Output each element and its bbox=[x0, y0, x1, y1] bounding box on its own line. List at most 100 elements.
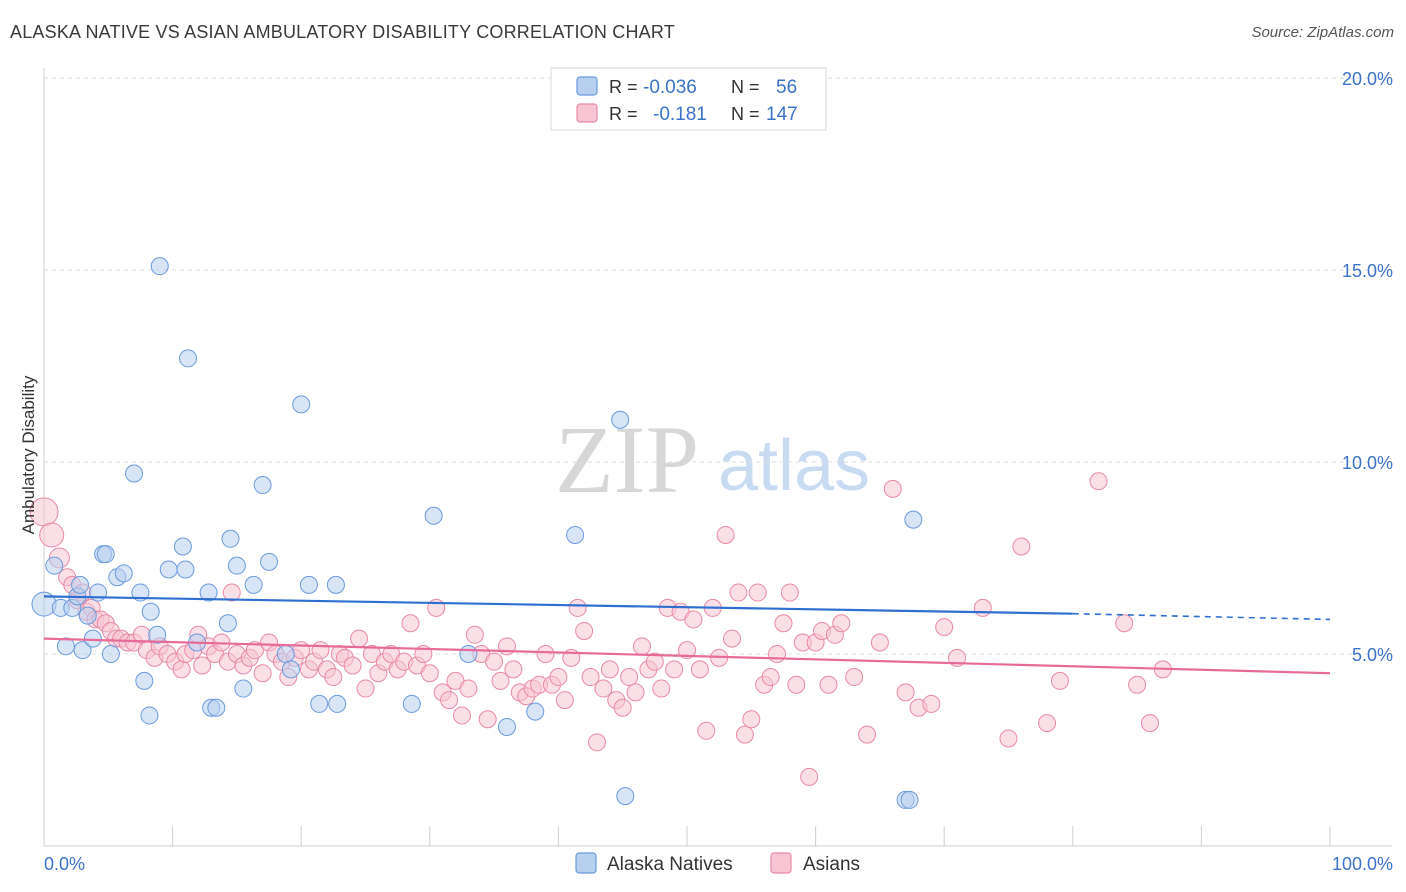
alaska-point bbox=[253, 476, 272, 495]
asian-point bbox=[632, 637, 651, 656]
alaska-point bbox=[159, 560, 178, 579]
asian-point bbox=[39, 522, 65, 548]
legend-n-label-1: N = bbox=[731, 77, 760, 97]
alaska-point bbox=[244, 575, 263, 594]
asian-point bbox=[716, 525, 735, 544]
alaska-point bbox=[114, 564, 133, 583]
alaska-point bbox=[221, 529, 240, 548]
alaska-point bbox=[73, 641, 92, 660]
asian-point bbox=[845, 668, 864, 687]
alaska-point bbox=[71, 575, 90, 594]
asian-point bbox=[575, 621, 594, 640]
alaska-point bbox=[326, 575, 345, 594]
alaska-point bbox=[218, 614, 237, 633]
grid-lines bbox=[44, 77, 1392, 655]
y-tick-label-0: 5.0% bbox=[1352, 645, 1393, 665]
alaska-point bbox=[96, 545, 115, 564]
asian-point bbox=[401, 614, 420, 633]
asian-point bbox=[729, 583, 748, 602]
asian-point bbox=[356, 679, 375, 698]
alaska-point bbox=[310, 694, 329, 713]
asian-point bbox=[723, 629, 742, 648]
asian-point bbox=[858, 725, 877, 744]
alaska-point bbox=[900, 790, 919, 809]
alaska-point bbox=[135, 671, 154, 690]
asian-point bbox=[735, 725, 754, 744]
alaska-point bbox=[199, 583, 218, 602]
asian-point bbox=[581, 668, 600, 687]
alaska-point bbox=[281, 660, 300, 679]
asian-point bbox=[652, 679, 671, 698]
asian-point bbox=[245, 641, 264, 660]
legend-n-label-2: N = bbox=[731, 104, 760, 124]
legend-r-label-2: R = bbox=[609, 104, 638, 124]
alaska-point bbox=[173, 537, 192, 556]
alaska-point bbox=[141, 602, 160, 621]
alaska-point bbox=[611, 410, 630, 429]
asian-point bbox=[1089, 472, 1108, 491]
y-tick-label-3: 20.0% bbox=[1342, 69, 1393, 89]
alaska-point bbox=[904, 510, 923, 529]
alaska-point bbox=[140, 706, 159, 725]
source-label: Source: ZipAtlas.com bbox=[1251, 24, 1394, 41]
asian-point bbox=[678, 641, 696, 660]
alaska-point bbox=[276, 645, 295, 663]
asian-point bbox=[883, 479, 902, 498]
asian-point bbox=[761, 668, 780, 687]
asian-point bbox=[555, 691, 574, 710]
asian-point bbox=[549, 668, 568, 687]
asian-point bbox=[697, 721, 716, 740]
asian-point bbox=[343, 656, 362, 675]
y-tick-labels: 5.0% 10.0% 15.0% 20.0% bbox=[1342, 69, 1393, 665]
alaska-point bbox=[179, 349, 198, 368]
watermark-atlas: atlas bbox=[718, 426, 870, 506]
asian-point bbox=[626, 683, 645, 702]
asian-point bbox=[748, 583, 767, 602]
y-axis-label: Ambulatory Disability bbox=[19, 375, 38, 535]
asian-point bbox=[922, 694, 941, 713]
asian-point bbox=[1038, 714, 1057, 733]
alaska-point bbox=[227, 556, 246, 575]
asian-point bbox=[973, 598, 992, 617]
y-tick-label-2: 15.0% bbox=[1342, 261, 1393, 281]
alaska-point bbox=[125, 464, 144, 483]
asian-point bbox=[491, 671, 510, 690]
asian-point bbox=[665, 660, 684, 679]
asian-point bbox=[311, 641, 330, 660]
asian-point bbox=[504, 660, 523, 679]
asian-point bbox=[253, 664, 272, 683]
asian-point bbox=[1115, 614, 1134, 633]
asian-point bbox=[594, 679, 613, 698]
asian-point bbox=[478, 710, 497, 729]
alaska-point bbox=[45, 556, 64, 575]
asian-point bbox=[420, 664, 439, 683]
asian-point bbox=[459, 679, 478, 698]
asian-point bbox=[690, 660, 709, 679]
asian-point bbox=[600, 660, 619, 679]
alaska-point bbox=[89, 583, 108, 602]
alaska-point bbox=[150, 257, 169, 276]
x-tick-label-min: 0.0% bbox=[44, 854, 85, 874]
asian-point bbox=[613, 698, 632, 717]
asian-point bbox=[350, 629, 369, 648]
y-tick-label-1: 10.0% bbox=[1342, 453, 1393, 473]
asians-trend-line bbox=[43, 637, 1331, 675]
alaska-point bbox=[260, 552, 279, 571]
asian-point bbox=[787, 675, 806, 694]
alaska-point bbox=[566, 525, 585, 544]
asian-point bbox=[800, 767, 819, 786]
asian-point bbox=[1140, 714, 1159, 733]
legend-r-value-2: -0.181 bbox=[653, 104, 707, 125]
alaska-point bbox=[56, 637, 75, 656]
asian-point bbox=[452, 706, 471, 725]
asian-point bbox=[485, 652, 504, 671]
asian-point bbox=[1050, 671, 1069, 690]
legend-n-value-2: 147 bbox=[766, 104, 798, 125]
alaska-point bbox=[616, 787, 635, 806]
asian-point bbox=[172, 660, 191, 679]
alaska-point bbox=[459, 645, 478, 663]
asian-point bbox=[935, 618, 954, 637]
alaska-point bbox=[299, 575, 318, 594]
alaska-point bbox=[131, 583, 150, 602]
